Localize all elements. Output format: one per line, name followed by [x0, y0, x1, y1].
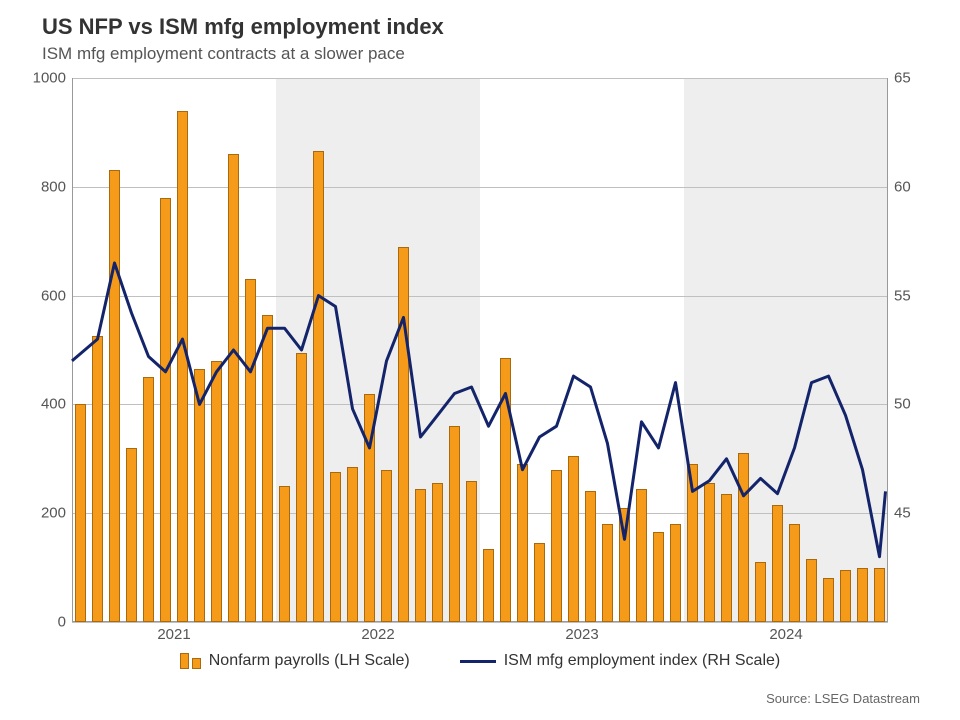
- y-right-tick: 55: [894, 287, 911, 304]
- gridline: [72, 622, 888, 623]
- plot-area: [72, 78, 888, 622]
- ism-line-svg: [72, 78, 888, 622]
- y-left-tick: 600: [41, 287, 66, 304]
- ism-line: [72, 263, 886, 557]
- legend-item-line: ISM mfg employment index (RH Scale): [460, 652, 781, 670]
- y-left-tick: 0: [58, 614, 66, 631]
- y-left-tick: 200: [41, 505, 66, 522]
- legend-line-swatch: [460, 660, 496, 663]
- source-label: Source: LSEG Datastream: [766, 691, 920, 706]
- chart-subtitle: ISM mfg employment contracts at a slower…: [42, 44, 405, 64]
- x-year-tick: 2023: [565, 626, 598, 643]
- chart-title: US NFP vs ISM mfg employment index: [42, 14, 444, 40]
- legend-item-bars: Nonfarm payrolls (LH Scale): [180, 652, 410, 670]
- chart-container: US NFP vs ISM mfg employment index ISM m…: [0, 0, 960, 720]
- x-year-tick: 2022: [361, 626, 394, 643]
- y-right-tick: 45: [894, 505, 911, 522]
- y-left-tick: 1000: [33, 70, 66, 87]
- x-year-tick: 2024: [769, 626, 802, 643]
- legend-bars-label: Nonfarm payrolls (LH Scale): [209, 652, 410, 670]
- y-right-tick: 60: [894, 178, 911, 195]
- y-right-tick: 50: [894, 396, 911, 413]
- y-left-tick: 800: [41, 178, 66, 195]
- x-year-tick: 2021: [157, 626, 190, 643]
- y-right-tick: 65: [894, 70, 911, 87]
- legend-bar-swatch: [180, 653, 201, 669]
- legend: Nonfarm payrolls (LH Scale) ISM mfg empl…: [72, 652, 888, 670]
- legend-line-label: ISM mfg employment index (RH Scale): [504, 652, 781, 670]
- y-left-tick: 400: [41, 396, 66, 413]
